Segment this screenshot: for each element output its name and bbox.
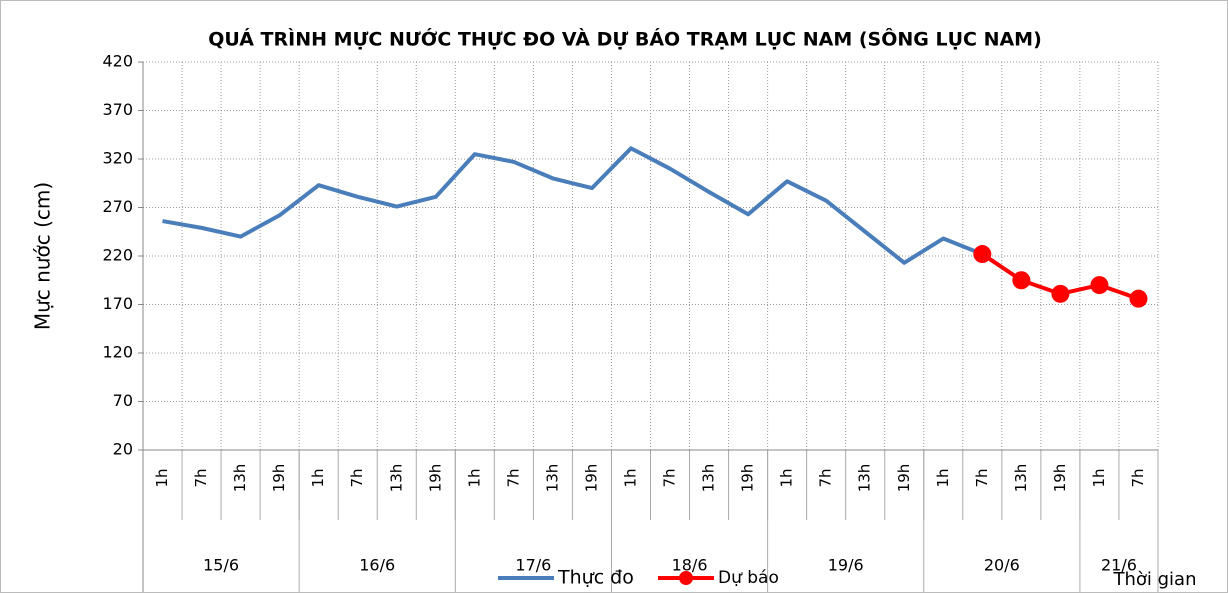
x-tick-label: 13h [231, 464, 249, 493]
y-tick-label: 320 [102, 149, 133, 168]
y-tick-label: 420 [102, 52, 133, 71]
y-tick-label: 70 [113, 391, 133, 410]
x-tick-label: 19h [1051, 464, 1069, 493]
x-tick-label: 1h [778, 468, 796, 487]
y-axis-label: Mực nước (cm) [31, 182, 55, 330]
x-axis-label: Thời gian [1112, 569, 1196, 590]
y-tick-label: 170 [102, 294, 133, 313]
group-label: 21/6 [1101, 556, 1137, 575]
y-tick-label: 220 [102, 246, 133, 265]
point [1090, 276, 1109, 295]
x-tick-label: 1h [153, 468, 171, 487]
group-label: 19/6 [828, 556, 864, 575]
point [1012, 271, 1031, 290]
x-tick-label: 19h [270, 464, 288, 493]
legend-marker [679, 571, 693, 585]
x-tick-label: 13h [856, 464, 874, 493]
point [973, 245, 992, 264]
x-tick-label: 13h [700, 464, 718, 493]
point [1051, 284, 1070, 303]
x-tick-label: 1h [465, 468, 483, 487]
x-tick-label: 7h [661, 468, 679, 487]
x-tick-label: 19h [739, 464, 757, 493]
x-tick-label: 1h [934, 468, 952, 487]
y-tick-label: 370 [102, 100, 133, 119]
x-tick-label: 7h [817, 468, 835, 487]
group-label: 15/6 [203, 556, 239, 575]
group-label: 20/6 [984, 556, 1020, 575]
group-label: 17/6 [515, 556, 551, 575]
x-tick-label: 19h [582, 464, 600, 493]
x-tick-label: 7h [348, 468, 366, 487]
chart-title: QUÁ TRÌNH MỰC NƯỚC THỰC ĐO VÀ DỰ BÁO TRẠ… [208, 27, 1042, 51]
x-tick-label: 7h [1129, 468, 1147, 487]
x-tick-label: 13h [1012, 464, 1030, 493]
group-label: 18/6 [672, 556, 708, 575]
series-line [162, 146, 984, 265]
x-tick-label: 19h [426, 464, 444, 493]
x-tick-label: 1h [621, 468, 639, 487]
legend-label: Dự báo [718, 568, 779, 588]
y-tick-label: 270 [102, 197, 133, 216]
y-tick-label: 20 [113, 440, 133, 459]
x-tick-label: 1h [1090, 468, 1108, 487]
x-tick-label: 1h [309, 468, 327, 487]
x-tick-label: 19h [895, 464, 913, 493]
group-label: 16/6 [359, 556, 395, 575]
x-tick-label: 7h [192, 468, 210, 487]
x-tick-label: 7h [504, 468, 522, 487]
legend-label: Thực đo [557, 567, 634, 589]
x-tick-label: 13h [387, 464, 405, 493]
y-tick-label: 120 [102, 343, 133, 362]
point [1129, 289, 1148, 308]
x-tick-label: 7h [973, 468, 991, 487]
x-tick-label: 13h [543, 464, 561, 493]
